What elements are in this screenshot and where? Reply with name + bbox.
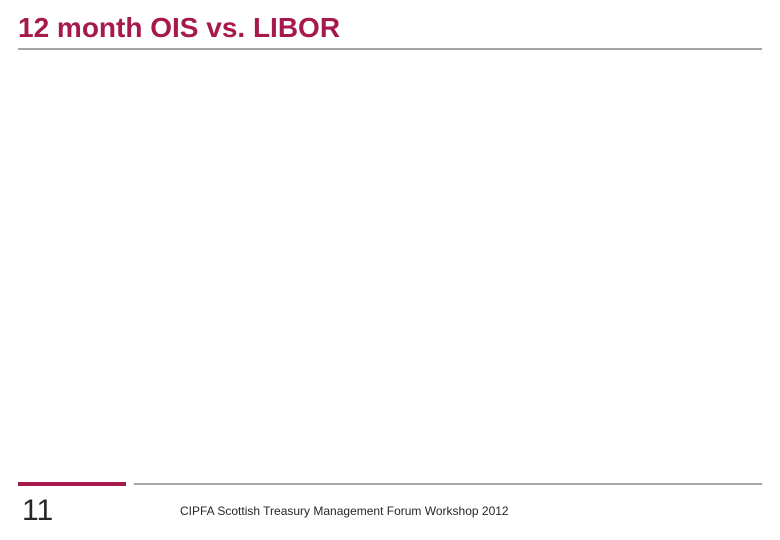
footer-rule bbox=[134, 483, 762, 485]
footer-area: 11 CIPFA Scottish Treasury Management Fo… bbox=[0, 472, 780, 540]
slide: 12 month OIS vs. LIBOR 11 CIPFA Scottish… bbox=[0, 0, 780, 540]
accent-bar bbox=[18, 482, 126, 486]
title-underline-rule bbox=[18, 48, 762, 50]
page-number: 11 bbox=[22, 494, 53, 528]
slide-title: 12 month OIS vs. LIBOR bbox=[18, 12, 340, 44]
footer-text: CIPFA Scottish Treasury Management Forum… bbox=[180, 504, 509, 518]
